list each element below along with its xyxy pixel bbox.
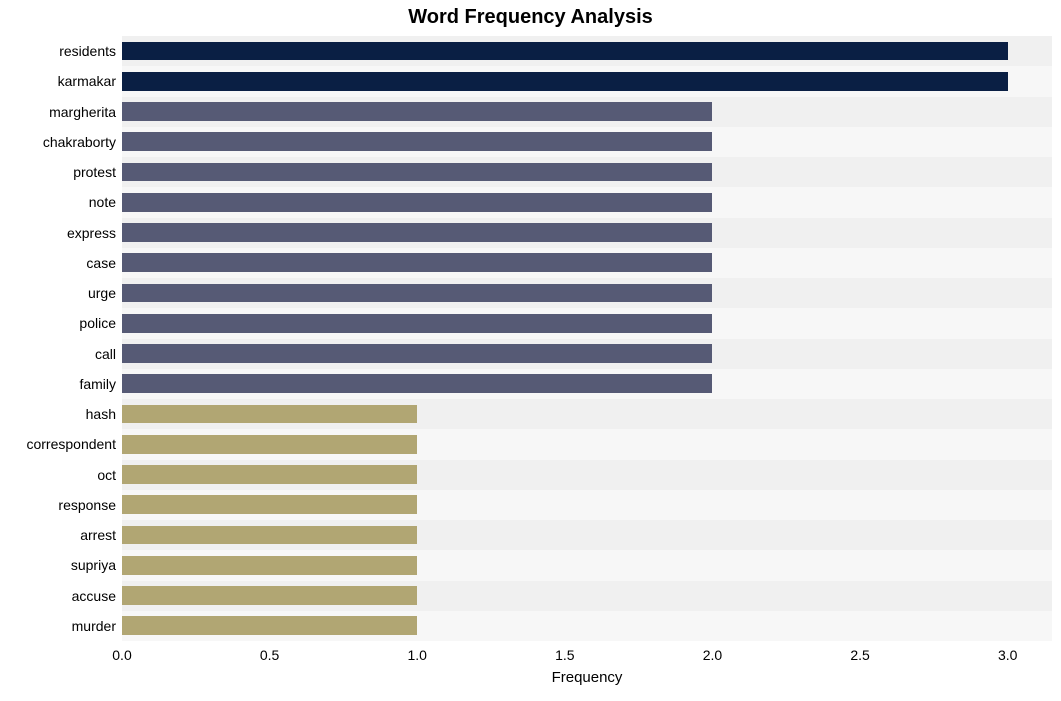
chart-title: Word Frequency Analysis	[0, 6, 1061, 29]
x-tick-label: 3.0	[998, 647, 1017, 663]
x-tick-label: 2.0	[703, 647, 722, 663]
word-frequency-chart: Word Frequency Analysis residents karmaka…	[0, 0, 1061, 701]
y-tick-label: accuse	[72, 588, 116, 604]
y-tick-label: urge	[88, 285, 116, 301]
y-tick-label: residents	[59, 43, 116, 59]
y-tick-label: chakraborty	[43, 134, 116, 150]
y-tick-label: family	[79, 376, 116, 392]
y-tick-label: supriya	[71, 557, 116, 573]
bar	[122, 193, 712, 212]
x-tick-label: 0.5	[260, 647, 279, 663]
y-tick-label: protest	[73, 164, 116, 180]
bar	[122, 72, 1008, 91]
bar	[122, 284, 712, 303]
bar	[122, 163, 712, 182]
y-tick-label: arrest	[80, 527, 116, 543]
bar	[122, 314, 712, 333]
bar	[122, 42, 1008, 61]
y-tick-label: police	[79, 315, 116, 331]
bar	[122, 405, 417, 424]
x-tick-label: 0.0	[112, 647, 131, 663]
y-tick-label: murder	[72, 618, 116, 634]
bar	[122, 435, 417, 454]
bar	[122, 556, 417, 575]
y-tick-label: case	[86, 255, 116, 271]
bar	[122, 465, 417, 484]
y-tick-label: oct	[97, 467, 116, 483]
x-tick-label: 1.5	[555, 647, 574, 663]
bar	[122, 616, 417, 635]
bar	[122, 102, 712, 121]
y-tick-label: margherita	[49, 104, 116, 120]
y-tick-label: express	[67, 225, 116, 241]
bar	[122, 253, 712, 272]
x-tick-label: 2.5	[850, 647, 869, 663]
y-tick-label: correspondent	[26, 436, 116, 452]
bar	[122, 223, 712, 242]
bar	[122, 132, 712, 151]
y-tick-label: note	[89, 194, 116, 210]
bar	[122, 374, 712, 393]
y-tick-label: call	[95, 346, 116, 362]
y-tick-label: karmakar	[58, 73, 116, 89]
bar	[122, 495, 417, 514]
bar	[122, 586, 417, 605]
x-axis-label: Frequency	[122, 669, 1052, 686]
bar	[122, 526, 417, 545]
y-tick-label: response	[58, 497, 116, 513]
y-tick-label: hash	[86, 406, 116, 422]
bar	[122, 344, 712, 363]
x-tick-label: 1.0	[408, 647, 427, 663]
plot-area	[122, 36, 1052, 641]
